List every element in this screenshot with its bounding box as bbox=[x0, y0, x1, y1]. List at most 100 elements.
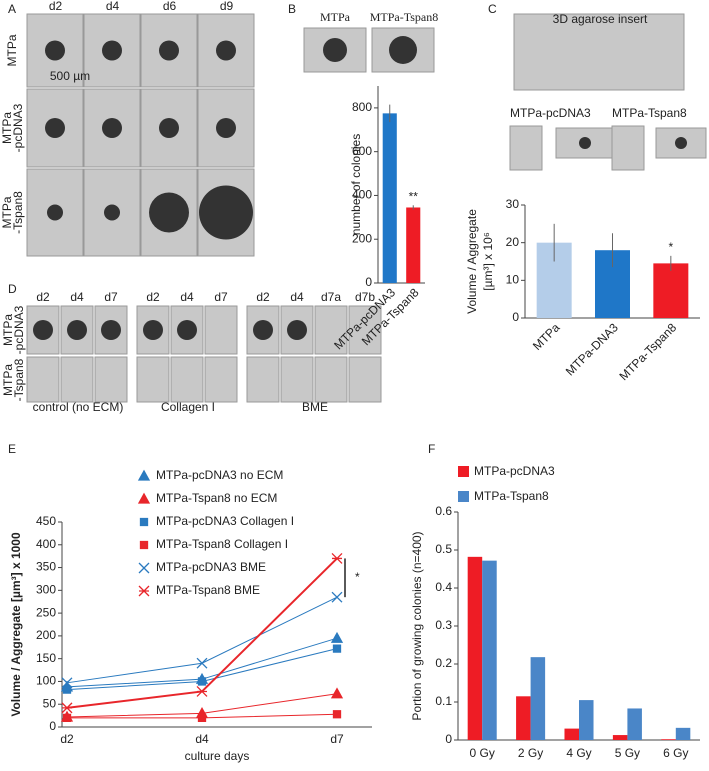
marker bbox=[330, 687, 344, 699]
y-tick-label: 300 bbox=[36, 583, 56, 597]
x-tick-label: 5 Gy bbox=[615, 746, 640, 760]
photo bbox=[314, 305, 348, 355]
photo-spot bbox=[104, 204, 120, 221]
photo bbox=[26, 356, 60, 403]
panel-letter: F bbox=[428, 442, 435, 456]
y-tick-label: 400 bbox=[36, 537, 56, 551]
x-axis-label: culture days bbox=[185, 749, 250, 763]
x-tick-label: 6 Gy bbox=[663, 746, 688, 760]
y-axis-label: Volume / Aggregate bbox=[465, 209, 479, 314]
x-tick-label: 4 Gy bbox=[566, 746, 591, 760]
column-label: d2 bbox=[36, 290, 50, 304]
photo-spot bbox=[159, 118, 179, 138]
photo bbox=[94, 356, 128, 403]
column-label: d2 bbox=[146, 290, 160, 304]
y-tick-label: 0.6 bbox=[435, 504, 452, 518]
photo bbox=[314, 356, 348, 403]
photo-spot bbox=[389, 36, 417, 64]
legend-label: MTPa-pcDNA3 Collagen I bbox=[156, 514, 294, 528]
photo-spot bbox=[45, 118, 65, 138]
bar bbox=[406, 207, 421, 283]
photo-spot bbox=[216, 40, 236, 61]
x-tick-label: 2 Gy bbox=[518, 746, 543, 760]
x-tick-label: MTPa-DNA3 bbox=[563, 320, 621, 378]
y-tick-label: 600 bbox=[352, 144, 372, 158]
legend-marker bbox=[139, 517, 149, 527]
photo-spot bbox=[159, 40, 179, 61]
y-tick-label: 250 bbox=[36, 605, 56, 619]
photo bbox=[513, 13, 685, 91]
y-axis-label: Volume / Aggregate [µm³] x 1000 bbox=[9, 532, 23, 717]
marker bbox=[196, 657, 208, 669]
photo-title: 3D agarose insert bbox=[553, 12, 648, 26]
row-label: MTPa bbox=[1, 364, 15, 396]
panel-letter: A bbox=[8, 2, 16, 16]
photo bbox=[655, 127, 707, 159]
photo-spot bbox=[675, 137, 687, 149]
photo-label: MTPa-Tspan8 bbox=[370, 10, 438, 24]
y-tick-label: 30 bbox=[506, 197, 520, 211]
row-label: -Tspan8 bbox=[11, 191, 25, 234]
panel-letter: D bbox=[8, 282, 17, 296]
y-tick-label: 0.3 bbox=[435, 618, 452, 632]
row-label: -pcDNA3 bbox=[11, 103, 25, 152]
photo-spot bbox=[102, 40, 122, 61]
column-label: d4 bbox=[180, 290, 194, 304]
x-tick-label: d2 bbox=[60, 732, 74, 746]
marker bbox=[62, 685, 72, 694]
legend-label: MTPa-Tspan8 bbox=[474, 489, 549, 503]
column-label: d6 bbox=[163, 0, 177, 13]
legend-swatch bbox=[458, 491, 469, 502]
panel-letter: B bbox=[288, 2, 296, 16]
column-label: d4 bbox=[106, 0, 120, 13]
legend-swatch bbox=[458, 466, 469, 477]
column-label: d7b bbox=[355, 290, 375, 304]
photo-spot bbox=[579, 137, 591, 149]
bar bbox=[661, 739, 676, 740]
scale-label: 500 µm bbox=[50, 69, 90, 83]
annotation: ** bbox=[409, 189, 419, 203]
photo-spot bbox=[45, 40, 65, 61]
y-tick-label: 0.1 bbox=[435, 694, 452, 708]
photo bbox=[204, 356, 238, 403]
row-label: MTPa bbox=[0, 196, 14, 228]
marker bbox=[61, 702, 73, 714]
marker bbox=[62, 713, 72, 723]
y-axis-label: Portion of growing colonies (n=400) bbox=[410, 531, 424, 720]
line bbox=[66, 596, 338, 684]
annotation: * bbox=[668, 240, 673, 254]
marker bbox=[196, 686, 208, 697]
y-tick-label: 0 bbox=[445, 732, 452, 746]
bar bbox=[530, 657, 546, 740]
photo bbox=[280, 356, 314, 403]
marker bbox=[332, 644, 342, 653]
photo bbox=[348, 356, 382, 403]
marker bbox=[197, 713, 207, 723]
photo bbox=[204, 305, 238, 355]
marker bbox=[197, 677, 207, 686]
y-tick-label: 800 bbox=[352, 100, 372, 114]
y-tick-label: 0.5 bbox=[435, 542, 452, 556]
y-tick-label: 50 bbox=[43, 696, 57, 710]
x-tick-label: MTPa bbox=[530, 320, 563, 353]
y-tick-label: 10 bbox=[506, 273, 520, 287]
y-tick-label: 100 bbox=[36, 674, 56, 688]
photo bbox=[246, 356, 280, 403]
row-label: -pcDNA3 bbox=[12, 305, 26, 354]
photo-spot bbox=[47, 204, 63, 221]
bar bbox=[382, 113, 397, 283]
marker bbox=[331, 552, 343, 564]
x-tick-label: d7 bbox=[330, 732, 344, 746]
y-tick-label: 0 bbox=[512, 310, 519, 324]
photo-label: MTPa-Tspan8 bbox=[612, 106, 687, 120]
panel-letter: E bbox=[8, 442, 16, 456]
photo-label: MTPa bbox=[320, 10, 351, 24]
y-tick-label: 0 bbox=[365, 275, 372, 289]
bar bbox=[612, 735, 628, 740]
bar bbox=[675, 727, 691, 740]
y-tick-label: 0 bbox=[49, 719, 56, 733]
photo bbox=[509, 125, 543, 171]
bar bbox=[482, 560, 497, 740]
photo bbox=[197, 88, 255, 168]
